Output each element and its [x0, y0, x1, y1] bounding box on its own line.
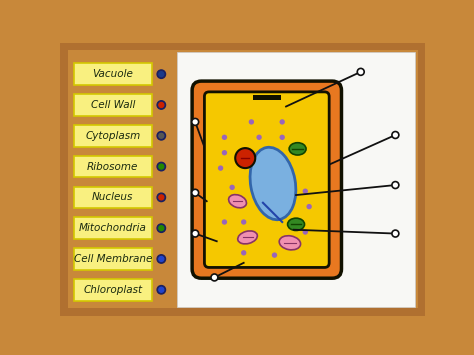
Circle shape	[159, 133, 164, 138]
FancyBboxPatch shape	[73, 248, 152, 270]
Circle shape	[272, 252, 277, 258]
Circle shape	[307, 204, 312, 209]
Circle shape	[157, 70, 165, 78]
Circle shape	[357, 69, 364, 75]
Ellipse shape	[289, 143, 306, 155]
Circle shape	[235, 148, 255, 168]
Circle shape	[211, 274, 218, 281]
Circle shape	[157, 255, 165, 263]
Circle shape	[157, 101, 165, 109]
Circle shape	[157, 285, 165, 294]
Bar	[253, 95, 281, 100]
FancyBboxPatch shape	[73, 94, 152, 116]
Text: Cell Membrane: Cell Membrane	[73, 254, 152, 264]
Bar	[61, 308, 425, 316]
Ellipse shape	[238, 231, 257, 244]
Circle shape	[222, 219, 227, 225]
Circle shape	[159, 103, 164, 108]
Circle shape	[249, 119, 254, 125]
Circle shape	[302, 229, 308, 235]
Circle shape	[159, 164, 164, 169]
Bar	[177, 52, 415, 307]
Circle shape	[157, 193, 165, 202]
Ellipse shape	[250, 147, 296, 220]
Bar	[61, 43, 68, 316]
Circle shape	[191, 119, 199, 125]
Circle shape	[302, 189, 308, 194]
Circle shape	[159, 287, 164, 292]
FancyBboxPatch shape	[204, 92, 329, 267]
FancyBboxPatch shape	[73, 125, 152, 147]
Circle shape	[392, 230, 399, 237]
Circle shape	[159, 195, 164, 200]
Circle shape	[222, 135, 227, 140]
Circle shape	[392, 182, 399, 189]
Circle shape	[159, 72, 164, 77]
Bar	[418, 43, 425, 316]
Ellipse shape	[288, 218, 304, 230]
Ellipse shape	[228, 195, 246, 208]
Ellipse shape	[279, 236, 301, 250]
Text: Nucleus: Nucleus	[92, 192, 134, 202]
Circle shape	[159, 257, 164, 261]
Circle shape	[157, 132, 165, 140]
Circle shape	[241, 250, 246, 256]
FancyBboxPatch shape	[73, 217, 152, 239]
Text: Chloroplast: Chloroplast	[83, 285, 142, 295]
Text: Cytoplasm: Cytoplasm	[85, 131, 140, 141]
Circle shape	[157, 162, 165, 171]
Text: Vacuole: Vacuole	[92, 69, 133, 79]
Circle shape	[157, 224, 165, 233]
FancyBboxPatch shape	[73, 187, 152, 208]
Circle shape	[222, 150, 227, 155]
Bar	[61, 43, 425, 50]
Circle shape	[191, 230, 199, 237]
Text: Ribosome: Ribosome	[87, 162, 138, 171]
FancyBboxPatch shape	[73, 156, 152, 178]
Circle shape	[218, 165, 223, 171]
Circle shape	[241, 219, 246, 225]
FancyBboxPatch shape	[192, 81, 341, 278]
FancyBboxPatch shape	[73, 64, 152, 85]
Circle shape	[159, 226, 164, 231]
Circle shape	[256, 135, 262, 140]
Circle shape	[392, 132, 399, 138]
Text: Mitochondria: Mitochondria	[79, 223, 147, 233]
Circle shape	[280, 119, 285, 125]
Circle shape	[229, 185, 235, 190]
Text: Cell Wall: Cell Wall	[91, 100, 135, 110]
Circle shape	[280, 135, 285, 140]
Circle shape	[191, 189, 199, 196]
FancyBboxPatch shape	[73, 279, 152, 301]
